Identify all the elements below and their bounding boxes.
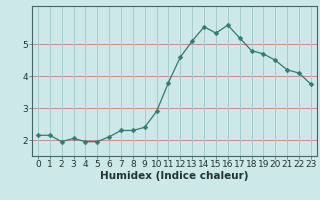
X-axis label: Humidex (Indice chaleur): Humidex (Indice chaleur) [100, 171, 249, 181]
